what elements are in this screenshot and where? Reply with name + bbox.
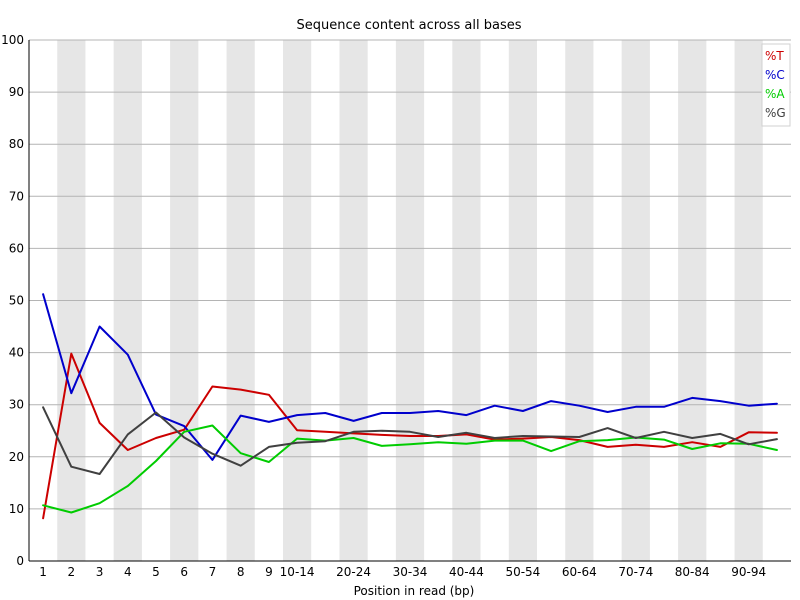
series-lines [42,293,778,520]
x-tick-label: 3 [96,565,104,579]
x-tick-label: 90-94 [731,565,766,579]
series-line-pct-a [42,424,778,514]
x-tick-label: 70-74 [618,565,653,579]
y-tick-labels: 0 10 20 30 40 50 60 70 80 90 100 [1,33,24,568]
x-tick-label: 20-24 [336,565,371,579]
axes [28,40,791,562]
x-tick-label: 30-34 [393,565,428,579]
y-tick-label: 70 [9,189,24,203]
x-tick-label: 6 [180,565,188,579]
x-tick-label: 1 [39,565,47,579]
y-tick-label: 10 [9,502,24,516]
y-tick-label: 90 [9,85,24,99]
grid-lines [29,39,791,510]
chart-title: Sequence content across all bases [296,18,521,33]
legend-entry: %C [765,68,785,82]
y-tick-label: 20 [9,450,24,464]
x-tick-label: 8 [237,565,245,579]
x-tick-label: 4 [124,565,132,579]
y-tick-label: 100 [1,33,24,47]
legend-entry: %A [765,87,785,101]
legend: %T %C %A %G [761,43,791,127]
x-axis-label: Position in read (bp) [354,584,475,598]
x-tick-label: 40-44 [449,565,484,579]
legend-box [761,43,791,127]
x-tick-label: 50-54 [505,565,540,579]
x-tick-label: 7 [209,565,217,579]
series-line-pct-t [42,352,778,520]
series-line-pct-g [42,406,778,475]
y-tick-label: 30 [9,398,24,412]
x-tick-label: 2 [68,565,76,579]
x-tick-labels: 1 2 3 4 5 6 7 8 9 10-14 20-24 30-34 40-44 50-54 60-64 7… [39,565,766,579]
series-line-pct-c [42,293,778,461]
legend-entry: %T [765,49,784,63]
legend-entry: %G [765,106,786,120]
y-tick-label: 40 [9,346,24,360]
x-tick-label: 5 [152,565,160,579]
y-tick-label: 0 [16,554,24,568]
x-tick-label: 60-64 [562,565,597,579]
y-tick-label: 80 [9,137,24,151]
y-tick-label: 50 [9,294,24,308]
x-tick-label: 80-84 [675,565,710,579]
x-tick-label: 10-14 [280,565,315,579]
x-tick-label: 9 [265,565,273,579]
y-tick-label: 60 [9,241,24,255]
